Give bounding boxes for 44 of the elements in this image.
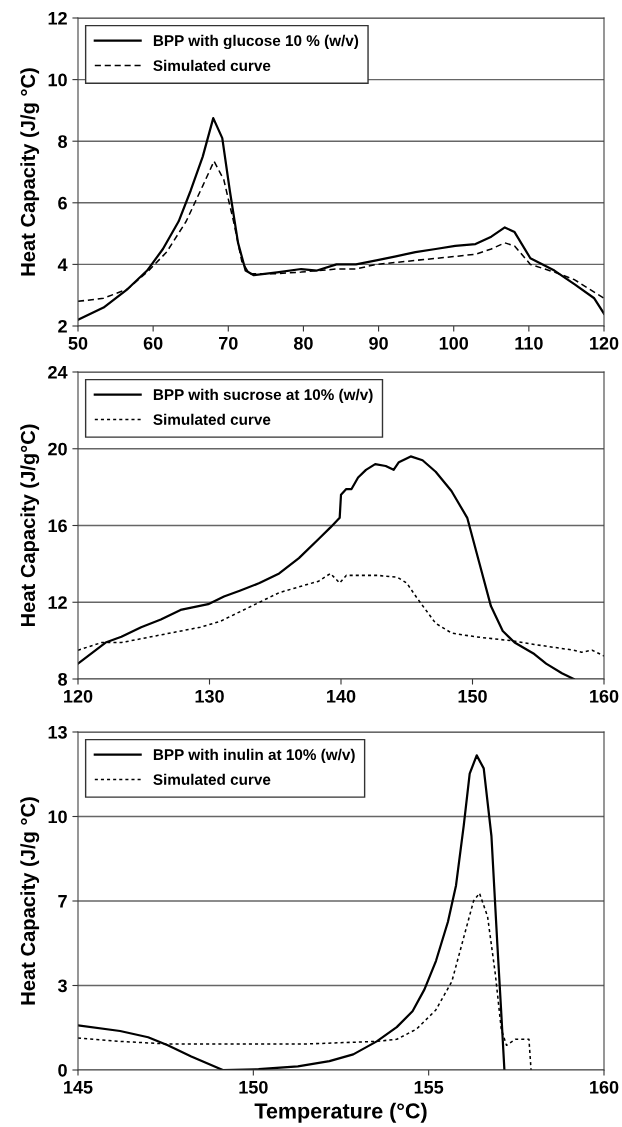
x-tick-label: 150 xyxy=(458,689,487,703)
y-tick-label: 10 xyxy=(48,73,67,87)
x-tick-label: 160 xyxy=(590,689,619,703)
y-axis-title: Heat Capacity (J/g °C) xyxy=(20,68,40,276)
x-tick-label: 60 xyxy=(143,336,163,350)
x-tick-label: 100 xyxy=(439,336,469,350)
y-tick-label: 0 xyxy=(58,1063,67,1077)
legend-label: BPP with sucrose at 10% (w/v) xyxy=(153,388,373,404)
x-tick-label: 80 xyxy=(293,336,313,350)
x-tick-label: 140 xyxy=(327,689,356,703)
legend-label: Simulated curve xyxy=(153,413,271,425)
line-series xyxy=(78,116,604,321)
legend-label: BPP with inulin at 10% (w/v) xyxy=(153,748,355,764)
y-tick-label: 13 xyxy=(48,725,67,739)
y-tick-label: 8 xyxy=(58,135,68,148)
y-axis-title: Heat Capacity (J/g °C) xyxy=(20,797,40,1005)
x-tick-label: 110 xyxy=(515,336,543,350)
x-tick-label: 130 xyxy=(195,689,224,703)
x-tick-label: 70 xyxy=(219,336,238,350)
x-tick-label: 50 xyxy=(68,336,88,350)
y-tick-label: 12 xyxy=(48,596,67,609)
x-tick-label: 155 xyxy=(414,1081,444,1094)
legend-label: BPP with glucose 10 % (w/v) xyxy=(153,34,359,50)
y-tick-label: 16 xyxy=(48,519,67,533)
legend-label: Simulated curve xyxy=(153,773,271,785)
y-tick-label: 12 xyxy=(48,11,67,25)
y-tick-label: 2 xyxy=(58,319,67,333)
y-tick-label: 6 xyxy=(58,196,67,210)
y-tick-label: 7 xyxy=(58,895,67,908)
x-tick-label: 160 xyxy=(590,1080,619,1094)
y-tick-label: 10 xyxy=(48,810,67,824)
y-tick-label: 4 xyxy=(57,258,68,271)
x-axis-title: Temperature (°C) xyxy=(254,1102,427,1123)
y-tick-label: 8 xyxy=(58,672,68,686)
x-tick-label: 145 xyxy=(64,1081,93,1094)
x-tick-label: 120 xyxy=(590,336,619,350)
x-tick-label: 90 xyxy=(369,336,388,350)
y-tick-label: 3 xyxy=(57,979,67,993)
x-tick-label: 120 xyxy=(64,689,93,703)
y-axis-title: Heat Capacity (J/g°C) xyxy=(20,424,40,627)
x-tick-label: 150 xyxy=(239,1080,268,1094)
y-tick-label: 24 xyxy=(48,365,68,379)
y-tick-label: 20 xyxy=(48,442,67,456)
legend-label: Simulated curve xyxy=(153,59,271,72)
